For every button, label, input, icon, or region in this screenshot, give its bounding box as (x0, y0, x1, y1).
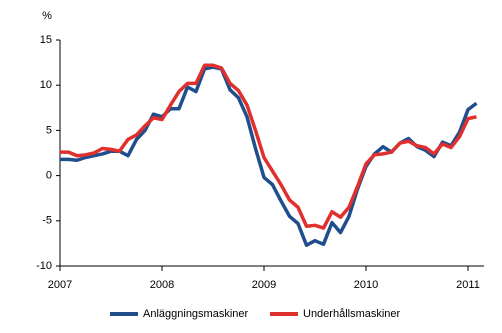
y-axis-label: % (42, 10, 52, 22)
x-tick-label: 2007 (48, 279, 72, 291)
y-tick-label: 0 (46, 170, 52, 182)
line-series (60, 63, 477, 230)
line-series (60, 65, 478, 247)
x-tick-label: 2010 (354, 279, 378, 291)
y-tick-label: 5 (46, 124, 52, 136)
y-tick-label: 15 (40, 34, 52, 46)
y-tick-label: 10 (40, 79, 52, 91)
y-tick-label: -5 (42, 215, 52, 227)
legend-label: Anläggningsmaskiner (143, 308, 249, 320)
legend-label: Underhållsmaskiner (303, 308, 401, 320)
x-tick-label: 2011 (456, 279, 480, 291)
y-tick-label: -10 (36, 260, 52, 272)
x-tick-label: 2008 (150, 279, 174, 291)
x-tick-label: 2009 (252, 279, 276, 291)
